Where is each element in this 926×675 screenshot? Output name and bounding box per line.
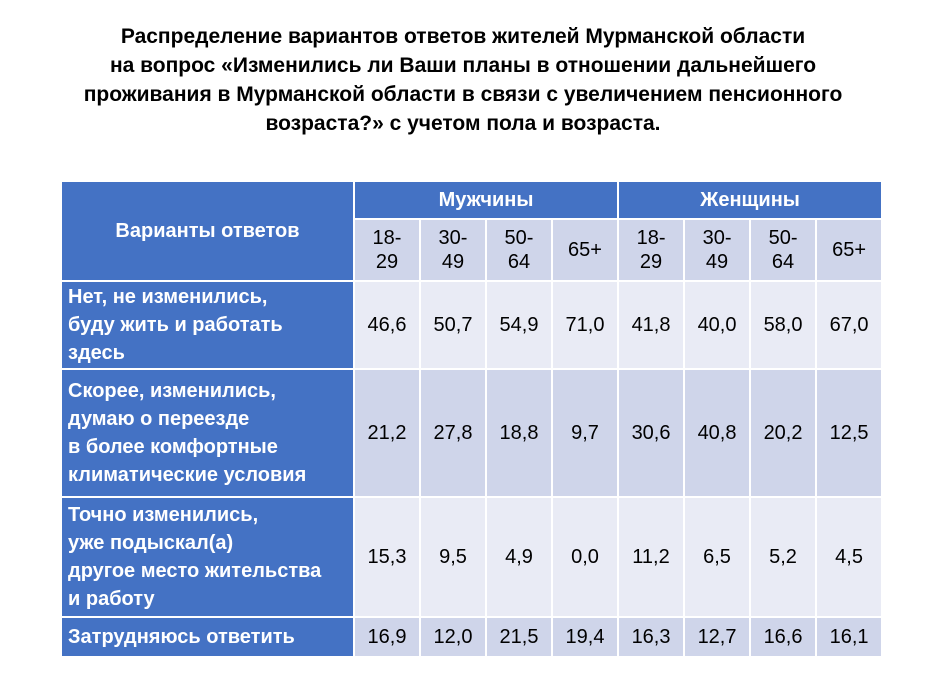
value-cell: 21,2 [353, 368, 421, 498]
row-label: Скорее, изменились, думаю о переезде в бол… [60, 368, 355, 498]
age-header-line: 30- [438, 227, 468, 249]
value-cell: 16,3 [617, 616, 686, 658]
row-label-line: буду жить и работать [68, 314, 283, 336]
page-title: Распределение вариантов ответов жителей … [40, 22, 886, 138]
table-row: Точно изменились, уже подыскал(а) другое м… [60, 496, 884, 618]
row-label-line: здесь [68, 342, 125, 364]
table-row: Затрудняюсь ответить 16,9 12,0 21,5 19,4 16,3… [60, 616, 884, 658]
title-line: на вопрос «Изменились ли Ваши планы в от… [109, 54, 817, 77]
age-header: 65+ [550, 218, 620, 282]
value-cell: 9,7 [550, 368, 620, 498]
age-header: 30- 49 [683, 218, 752, 282]
value-cell: 41,8 [617, 280, 686, 370]
age-header-line: 64 [507, 251, 531, 273]
value-cell: 30,6 [617, 368, 686, 498]
group-header-men: Мужчины [352, 180, 620, 220]
age-header: 50- 64 [749, 218, 818, 282]
table-row: Скорее, изменились, думаю о переезде в бол… [60, 368, 884, 498]
age-header-line: 49 [705, 251, 729, 273]
value-cell: 12,7 [683, 616, 752, 658]
row-label-line: думаю о переезде [68, 408, 250, 430]
row-label: Точно изменились, уже подыскал(а) другое м… [60, 496, 355, 618]
age-header: 50- 64 [485, 218, 553, 282]
title-line: возраста?» с учетом пола и возраста. [265, 112, 661, 135]
row-label-line: в более комфортные [68, 436, 278, 458]
survey-table: Варианты ответов Мужчины Женщины 18- 29 30… [60, 180, 884, 658]
age-header: 18- 29 [353, 218, 421, 282]
age-header-line: 29 [375, 251, 399, 273]
title-line: проживания в Мурманской области в связи … [83, 83, 843, 106]
value-cell: 54,9 [485, 280, 553, 370]
corner-header: Варианты ответов [60, 180, 355, 282]
value-cell: 6,5 [683, 496, 752, 618]
value-cell: 12,5 [815, 368, 884, 498]
value-cell: 4,5 [815, 496, 884, 618]
row-label-line: другое место жительства [68, 560, 322, 582]
age-header-line: 65+ [832, 239, 867, 261]
value-cell: 67,0 [815, 280, 884, 370]
value-cell: 46,6 [353, 280, 421, 370]
value-cell: 40,8 [683, 368, 752, 498]
value-cell: 21,5 [485, 616, 553, 658]
row-label-line: Точно изменились, [68, 504, 259, 526]
value-cell: 11,2 [617, 496, 686, 618]
age-header-line: 50- [768, 227, 798, 249]
value-cell: 12,0 [419, 616, 487, 658]
age-header-line: 65+ [568, 239, 602, 261]
row-label: Затрудняюсь ответить [60, 616, 355, 658]
value-cell: 0,0 [550, 496, 620, 618]
value-cell: 40,0 [683, 280, 752, 370]
value-cell: 4,9 [485, 496, 553, 618]
age-header-line: 18- [372, 227, 402, 249]
value-cell: 50,7 [419, 280, 487, 370]
table-row: Нет, не изменились, буду жить и работать з… [60, 280, 884, 370]
value-cell: 20,2 [749, 368, 818, 498]
row-label: Нет, не изменились, буду жить и работать з… [60, 280, 355, 370]
row-label-line: уже подыскал(а) [68, 532, 234, 554]
row-label-line: Нет, не изменились, [68, 286, 268, 308]
value-cell: 15,3 [353, 496, 421, 618]
age-header-line: 29 [639, 251, 663, 273]
age-header: 65+ [815, 218, 884, 282]
age-header-line: 64 [771, 251, 795, 273]
age-header: 30- 49 [419, 218, 487, 282]
title-line: Распределение вариантов ответов жителей … [120, 25, 806, 48]
row-label-line: климатические условия [68, 464, 307, 486]
row-label-line: Затрудняюсь ответить [68, 626, 295, 648]
value-cell: 9,5 [419, 496, 487, 618]
row-label-line: Скорее, изменились, [68, 380, 276, 402]
value-cell: 16,1 [815, 616, 884, 658]
value-cell: 71,0 [550, 280, 620, 370]
age-header-line: 49 [441, 251, 465, 273]
value-cell: 19,4 [550, 616, 620, 658]
value-cell: 16,9 [353, 616, 421, 658]
value-cell: 18,8 [485, 368, 553, 498]
age-header-line: 18- [636, 227, 666, 249]
value-cell: 16,6 [749, 616, 818, 658]
age-header-line: 50- [504, 227, 534, 249]
value-cell: 27,8 [419, 368, 487, 498]
row-label-line: и работу [68, 588, 155, 610]
group-header-women: Женщины [617, 180, 884, 220]
age-header: 18- 29 [617, 218, 686, 282]
age-header-line: 30- [702, 227, 732, 249]
value-cell: 5,2 [749, 496, 818, 618]
value-cell: 58,0 [749, 280, 818, 370]
